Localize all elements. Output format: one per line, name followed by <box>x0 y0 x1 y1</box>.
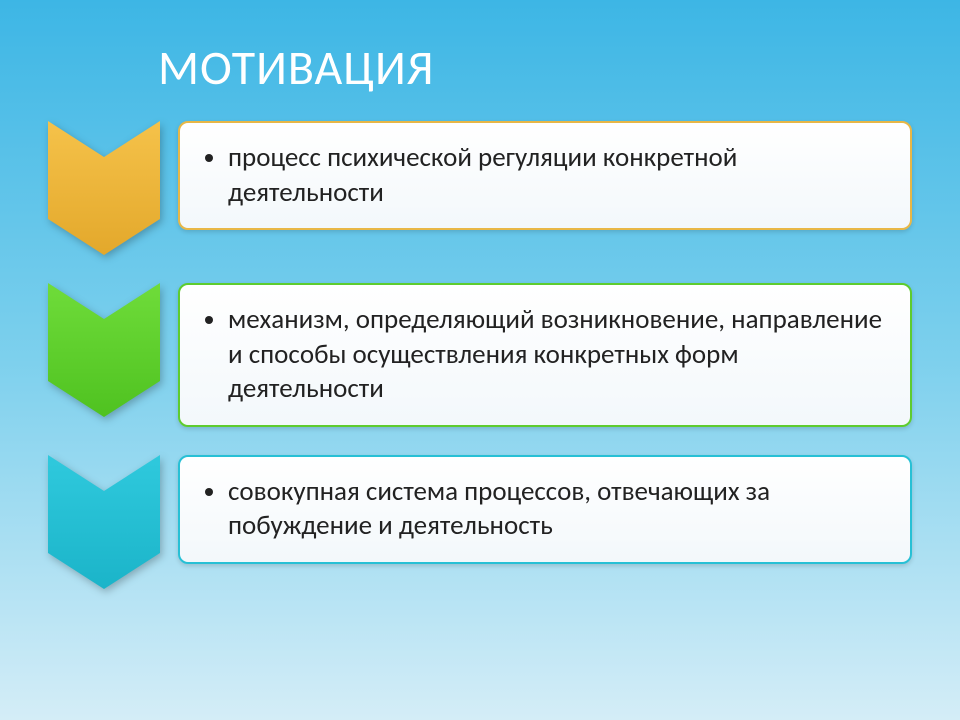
definition-text: процесс психической регуляции конкретной… <box>228 141 884 210</box>
list-item: процесс психической регуляции конкретной… <box>48 121 912 255</box>
definition-box: механизм, определяющий возникновение, на… <box>178 283 912 427</box>
definition-text: совокупная система процессов, отвечающих… <box>228 475 884 544</box>
list-item: механизм, определяющий возникновение, на… <box>48 283 912 427</box>
chevron-down-icon <box>48 121 160 255</box>
definition-text: механизм, определяющий возникновение, на… <box>228 303 884 407</box>
definition-box: совокупная система процессов, отвечающих… <box>178 455 912 564</box>
list-item: совокупная система процессов, отвечающих… <box>48 455 912 589</box>
chevron-down-icon <box>48 455 160 589</box>
definition-box: процесс психической регуляции конкретной… <box>178 121 912 230</box>
slide: МОТИВАЦИЯ процесс психической регуляции … <box>0 0 960 720</box>
chevron-list: процесс психической регуляции конкретной… <box>48 121 912 589</box>
page-title: МОТИВАЦИЯ <box>158 38 912 97</box>
chevron-down-icon <box>48 283 160 417</box>
